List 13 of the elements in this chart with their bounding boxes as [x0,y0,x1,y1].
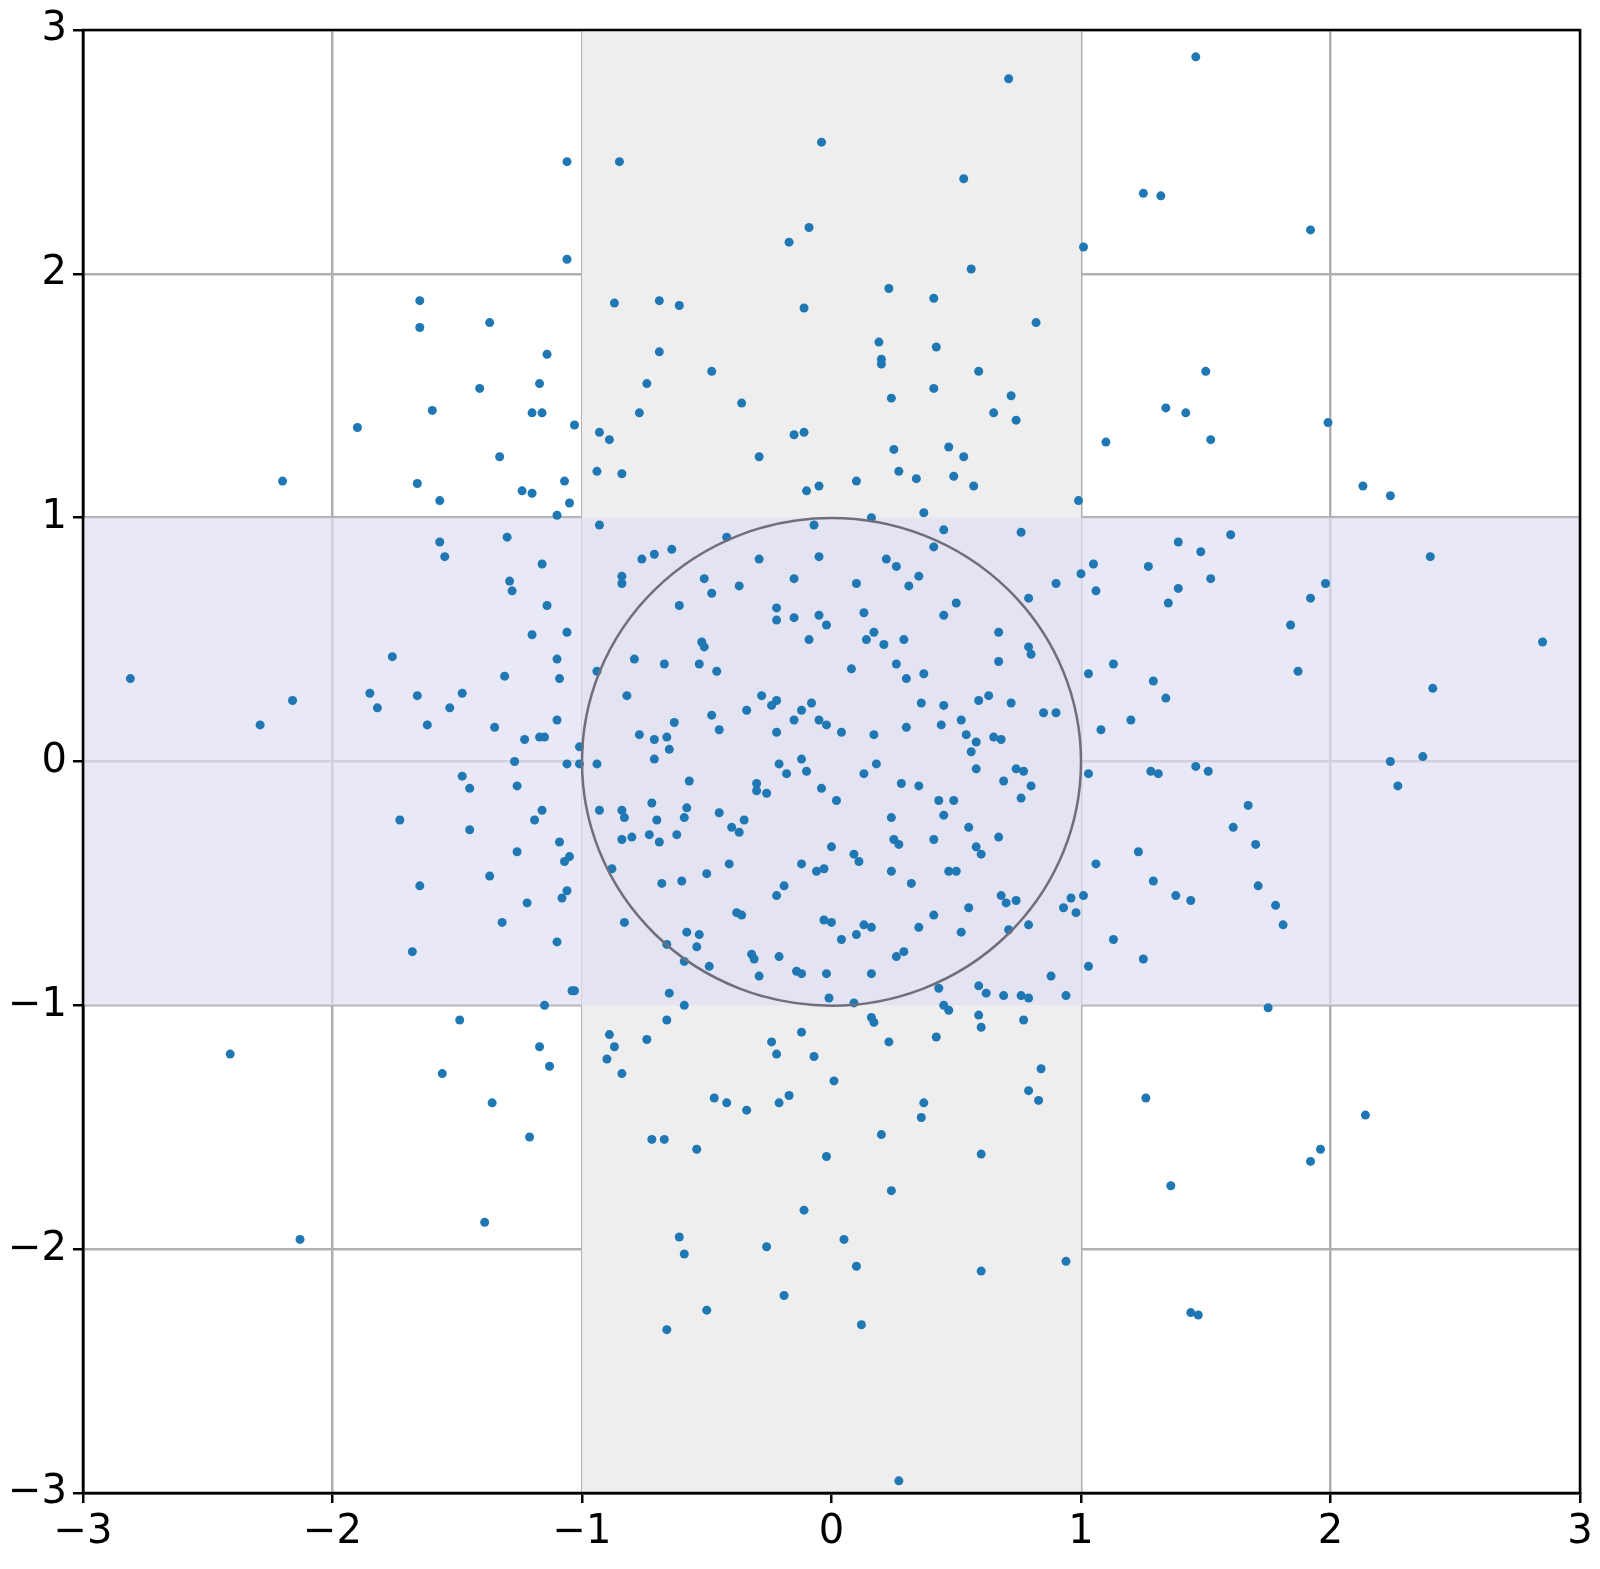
y-tick-label: −1 [8,978,67,1025]
x-tick-label: −1 [552,1506,612,1553]
y-tick-label: 0 [41,734,67,781]
y-tick-label: 3 [41,3,67,50]
x-tick-label: 2 [1317,1506,1344,1553]
y-tick-label: −3 [8,1466,67,1513]
y-tick-label: 1 [41,491,67,538]
x-tick-label: 0 [818,1506,845,1553]
x-tick-label: 3 [1567,1506,1593,1553]
x-tick-label: 1 [1068,1506,1094,1553]
x-tick-label: −2 [302,1506,362,1553]
y-tick-label: −2 [8,1222,67,1269]
y-tick-label: 2 [41,247,67,294]
